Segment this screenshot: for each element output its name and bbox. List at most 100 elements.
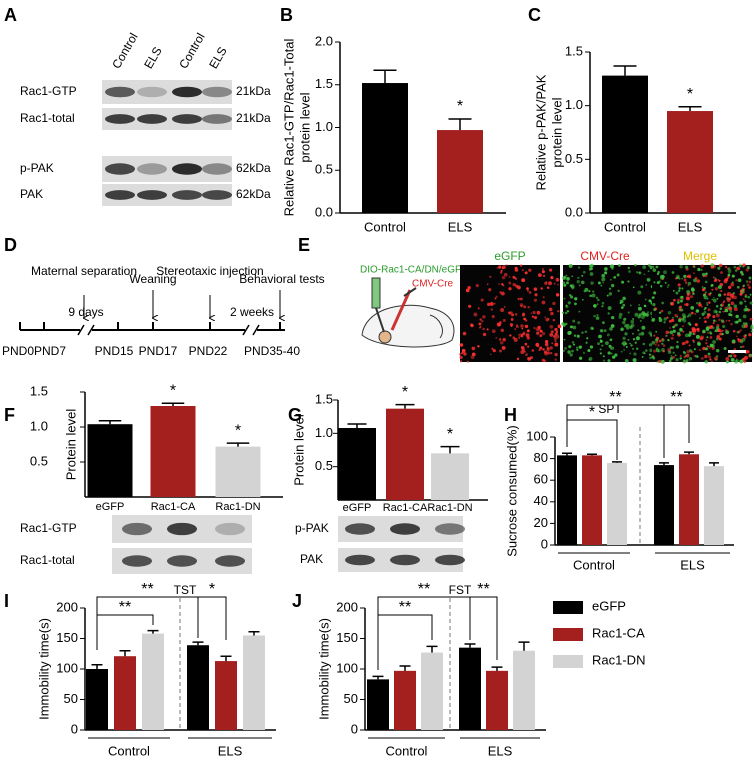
cell <box>741 359 744 361</box>
cell <box>512 275 516 279</box>
cell <box>731 339 736 344</box>
cell <box>610 324 615 328</box>
cell <box>546 346 550 350</box>
cell <box>685 353 690 358</box>
cell <box>619 302 622 305</box>
cell <box>591 293 596 298</box>
cell <box>652 302 656 307</box>
bracket <box>469 596 498 660</box>
cell <box>655 265 659 269</box>
cell <box>522 331 526 335</box>
cell <box>679 265 683 269</box>
cell <box>693 348 696 351</box>
cell <box>585 341 588 344</box>
cell <box>501 345 506 350</box>
bar <box>459 647 481 730</box>
panel-label: I <box>4 591 9 611</box>
cell <box>694 354 699 358</box>
cell <box>554 332 558 336</box>
cell <box>658 311 662 314</box>
cell <box>486 328 489 331</box>
x-tick-label: ELS <box>680 557 705 572</box>
x-tick-label: ELS <box>678 219 703 234</box>
cell <box>706 345 709 348</box>
cell <box>511 313 515 317</box>
cell <box>632 286 635 289</box>
cell <box>544 342 549 347</box>
event: Behavioral tests <box>239 272 324 286</box>
cell <box>698 348 701 352</box>
cell <box>736 285 740 289</box>
cell <box>739 345 743 349</box>
cell <box>482 315 486 319</box>
cell <box>581 298 584 301</box>
cell <box>578 310 581 313</box>
cell <box>538 349 541 352</box>
cell <box>527 345 530 348</box>
cell <box>632 358 637 363</box>
lane-label: Control <box>176 31 207 72</box>
cell <box>696 279 701 283</box>
cell <box>545 281 548 284</box>
timeline-axis <box>19 322 285 336</box>
y-tick-label: 40 <box>534 493 548 508</box>
y-tick-label: 150 <box>336 630 358 645</box>
cell <box>671 271 675 274</box>
cell <box>584 330 588 334</box>
cell <box>711 360 713 363</box>
y-axis-label: protein level <box>549 97 564 167</box>
event: Maternal separation <box>31 264 137 278</box>
cell <box>694 313 697 315</box>
y-tick-label: 0.0 <box>315 204 333 219</box>
cell <box>469 323 474 327</box>
cell <box>720 304 723 307</box>
cell <box>548 307 553 312</box>
significance: * <box>589 404 595 421</box>
cell <box>715 359 718 361</box>
cell <box>553 282 556 285</box>
cell <box>512 336 516 340</box>
y-axis-label: Protein level <box>63 409 78 481</box>
cell <box>718 279 721 282</box>
cell <box>510 311 513 314</box>
cell <box>682 330 685 333</box>
blot-size: 62kDa <box>236 161 271 175</box>
cell <box>553 334 556 338</box>
cell <box>530 312 533 315</box>
cell <box>602 281 604 284</box>
cell <box>682 315 687 319</box>
cell <box>730 358 735 362</box>
cell <box>729 310 733 313</box>
band <box>105 86 135 98</box>
cell <box>527 305 530 309</box>
cell <box>521 327 524 330</box>
cell <box>672 329 676 333</box>
blot-row-label: p-PAK <box>295 521 329 535</box>
cell <box>745 280 749 283</box>
y-tick-label: 1.5 <box>315 76 333 91</box>
cell <box>551 342 554 345</box>
band <box>202 190 232 200</box>
cell <box>510 325 513 327</box>
cell <box>670 355 673 357</box>
cell <box>596 303 599 306</box>
cell <box>593 314 596 318</box>
cell <box>698 301 701 304</box>
cell <box>663 270 667 275</box>
cell <box>731 281 734 284</box>
cell <box>668 359 672 363</box>
cell <box>623 317 627 321</box>
cell <box>629 352 632 355</box>
cell <box>524 342 528 346</box>
cell <box>544 340 549 344</box>
cell <box>672 325 675 329</box>
y-tick-label: 200 <box>336 599 358 614</box>
cell <box>717 266 721 270</box>
bar <box>679 454 699 545</box>
cell <box>674 354 677 357</box>
cell <box>648 353 652 356</box>
cell <box>606 333 610 337</box>
bar <box>394 670 416 730</box>
error-bar <box>220 655 232 662</box>
cell <box>680 300 683 303</box>
